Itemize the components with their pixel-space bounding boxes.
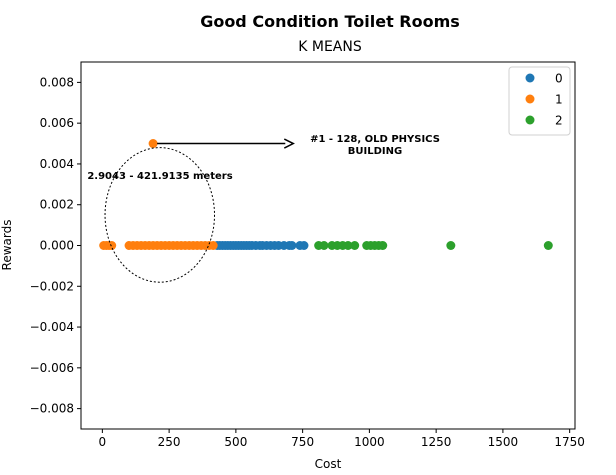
y-tick-label: 0.002 [40, 198, 74, 212]
legend-label-1: 1 [555, 93, 563, 107]
x-axis-label: Cost [315, 457, 342, 471]
x-tick-label: 250 [158, 435, 181, 449]
x-tick-label: 1750 [554, 435, 585, 449]
legend-label-0: 0 [555, 72, 563, 86]
x-tick-label: 750 [291, 435, 314, 449]
data-point-series-2 [378, 241, 388, 250]
cluster-ellipse [104, 147, 216, 283]
legend: 0 1 2 [508, 66, 571, 136]
annotation-arrowhead [283, 138, 295, 149]
data-point-series-0 [287, 241, 297, 250]
y-tick-label: −0.008 [30, 402, 74, 416]
data-point-series-2 [446, 241, 456, 250]
legend-marker-1 [525, 94, 535, 104]
y-tick-label: 0.000 [40, 239, 74, 253]
x-tick-label: 0 [99, 435, 107, 449]
legend-box [508, 66, 571, 136]
data-point-series-1 [208, 241, 218, 250]
x-axis-ticks: 0 250 500 750 1000 1250 1500 1750 [99, 429, 585, 449]
legend-marker-0 [525, 73, 535, 83]
data-point-series-2 [343, 241, 353, 250]
y-tick-label: 0.008 [40, 75, 74, 89]
y-tick-label: 0.004 [40, 157, 74, 171]
data-point-series-2 [350, 241, 360, 250]
data-point-series-2 [319, 241, 329, 250]
data-point-series-1 [107, 241, 117, 250]
annotation-label-range: 2.9043 - 421.9135 meters [87, 171, 232, 182]
legend-label-2: 2 [555, 114, 563, 128]
annotation-label-building: #1 - 128, OLD PHYSICS [310, 134, 440, 145]
y-axis-ticks: 0.008 0.006 0.004 0.002 0.000 −0.002 −0.004 −0.… [30, 75, 81, 416]
y-axis-label: Rewards [0, 220, 14, 271]
chart-title: Good Condition Toilet Rooms [200, 12, 460, 31]
legend-marker-2 [525, 115, 535, 125]
data-points [99, 139, 553, 250]
data-point-series-2 [543, 241, 553, 250]
x-tick-label: 500 [224, 435, 247, 449]
y-tick-label: −0.004 [30, 320, 74, 334]
y-tick-label: −0.002 [30, 279, 74, 293]
chart-subtitle: K MEANS [298, 39, 362, 55]
annotation-label-building: BUILDING [348, 146, 402, 157]
y-tick-label: 0.006 [40, 116, 74, 130]
data-point-series-1 [148, 139, 158, 149]
data-point-series-0 [299, 241, 309, 250]
plot-frame [80, 61, 576, 430]
y-tick-label: −0.006 [30, 361, 74, 375]
x-tick-label: 1000 [354, 435, 385, 449]
x-tick-label: 1500 [488, 435, 519, 449]
x-tick-label: 1250 [421, 435, 452, 449]
